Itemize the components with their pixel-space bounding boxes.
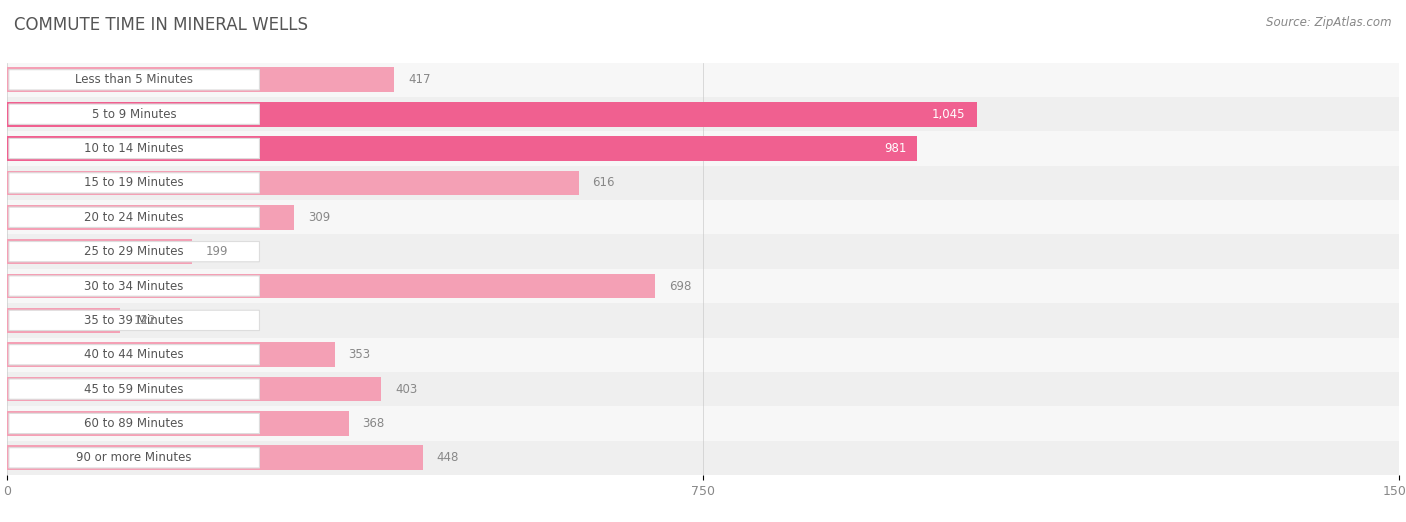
Text: 309: 309: [308, 211, 330, 224]
Text: 35 to 39 Minutes: 35 to 39 Minutes: [84, 314, 184, 327]
FancyBboxPatch shape: [7, 338, 1399, 372]
Text: 199: 199: [205, 245, 228, 258]
Text: 60 to 89 Minutes: 60 to 89 Minutes: [84, 417, 184, 430]
Text: 981: 981: [884, 142, 907, 155]
Text: 20 to 24 Minutes: 20 to 24 Minutes: [84, 211, 184, 224]
FancyBboxPatch shape: [8, 345, 260, 365]
FancyBboxPatch shape: [7, 63, 1399, 97]
Text: 353: 353: [349, 348, 371, 361]
FancyBboxPatch shape: [8, 310, 260, 330]
FancyBboxPatch shape: [8, 69, 260, 90]
Text: 448: 448: [437, 452, 458, 465]
Text: 30 to 34 Minutes: 30 to 34 Minutes: [84, 279, 184, 292]
Bar: [7, 102, 977, 126]
FancyBboxPatch shape: [7, 200, 1399, 234]
FancyBboxPatch shape: [7, 269, 1399, 303]
Bar: [7, 239, 191, 264]
FancyBboxPatch shape: [8, 207, 260, 228]
FancyBboxPatch shape: [8, 276, 260, 296]
FancyBboxPatch shape: [7, 166, 1399, 200]
Bar: [7, 171, 579, 195]
Text: 122: 122: [134, 314, 156, 327]
FancyBboxPatch shape: [7, 97, 1399, 132]
Bar: [7, 136, 917, 161]
Text: COMMUTE TIME IN MINERAL WELLS: COMMUTE TIME IN MINERAL WELLS: [14, 16, 308, 33]
Text: 40 to 44 Minutes: 40 to 44 Minutes: [84, 348, 184, 361]
FancyBboxPatch shape: [8, 173, 260, 193]
FancyBboxPatch shape: [7, 406, 1399, 441]
FancyBboxPatch shape: [7, 303, 1399, 338]
FancyBboxPatch shape: [8, 242, 260, 262]
Text: 5 to 9 Minutes: 5 to 9 Minutes: [91, 108, 177, 121]
FancyBboxPatch shape: [8, 104, 260, 124]
FancyBboxPatch shape: [7, 372, 1399, 406]
Bar: [7, 274, 655, 299]
Bar: [7, 205, 294, 230]
Bar: [7, 308, 121, 333]
FancyBboxPatch shape: [8, 413, 260, 434]
Text: 25 to 29 Minutes: 25 to 29 Minutes: [84, 245, 184, 258]
Text: 90 or more Minutes: 90 or more Minutes: [76, 452, 191, 465]
FancyBboxPatch shape: [7, 132, 1399, 166]
Text: 45 to 59 Minutes: 45 to 59 Minutes: [84, 383, 184, 396]
Text: 616: 616: [592, 176, 614, 189]
Text: 15 to 19 Minutes: 15 to 19 Minutes: [84, 176, 184, 189]
Bar: [7, 377, 381, 401]
FancyBboxPatch shape: [7, 234, 1399, 269]
Text: 698: 698: [669, 279, 690, 292]
Bar: [7, 67, 394, 92]
Bar: [7, 411, 349, 436]
Text: 10 to 14 Minutes: 10 to 14 Minutes: [84, 142, 184, 155]
FancyBboxPatch shape: [7, 441, 1399, 475]
Text: 368: 368: [363, 417, 385, 430]
Text: 417: 417: [408, 73, 430, 86]
Text: Less than 5 Minutes: Less than 5 Minutes: [75, 73, 193, 86]
Bar: [7, 445, 423, 470]
FancyBboxPatch shape: [8, 379, 260, 399]
FancyBboxPatch shape: [8, 448, 260, 468]
Bar: [7, 342, 335, 367]
Text: 403: 403: [395, 383, 418, 396]
FancyBboxPatch shape: [8, 138, 260, 159]
Text: 1,045: 1,045: [932, 108, 966, 121]
Text: Source: ZipAtlas.com: Source: ZipAtlas.com: [1267, 16, 1392, 29]
